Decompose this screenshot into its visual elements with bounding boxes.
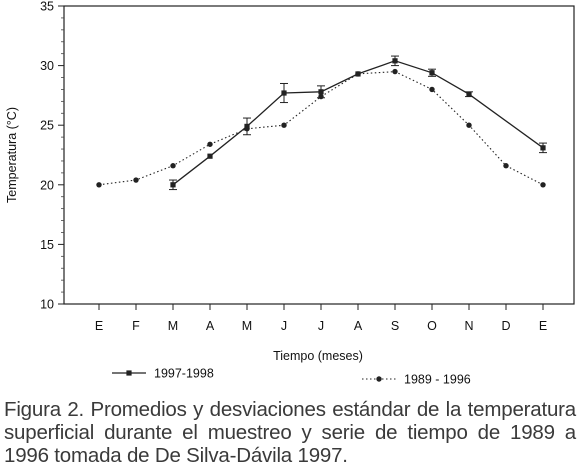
plot-frame	[63, 5, 575, 305]
x-tick-label: M	[242, 319, 252, 333]
data-point	[429, 70, 435, 76]
data-point	[355, 71, 361, 77]
x-tick-label: S	[391, 319, 399, 333]
x-tick-label: J	[318, 319, 324, 333]
data-point	[281, 90, 287, 96]
data-point	[540, 145, 546, 151]
data-point	[392, 68, 398, 75]
y-tick-label: 15	[40, 238, 54, 252]
data-point	[540, 182, 546, 188]
data-point	[170, 163, 176, 169]
x-tick-label: D	[501, 319, 510, 333]
series-lines	[98, 60, 544, 186]
data-point	[466, 122, 472, 128]
y-tick-label: 20	[40, 178, 54, 192]
x-tick-label: E	[539, 319, 547, 333]
x-axis-label: Tiempo (meses)	[273, 349, 363, 363]
y-tick-label: 35	[40, 0, 54, 14]
y-axis-label: Temperatura (°C)	[5, 107, 19, 203]
data-point	[207, 141, 213, 147]
data-point	[133, 177, 139, 183]
data-point	[429, 86, 435, 93]
x-tick-label: J	[281, 319, 287, 333]
legend-marker	[376, 376, 382, 382]
x-tick-label: N	[464, 319, 473, 333]
series-line	[172, 60, 544, 186]
x-tick-label: O	[427, 319, 437, 333]
chart-ticks: 10 15 20 25 30 35 E F M A M J J A S O N D E	[40, 0, 547, 333]
x-tick-label: M	[168, 319, 178, 333]
data-point	[503, 163, 509, 169]
y-tick-label: 10	[40, 298, 54, 312]
chart-axes	[63, 5, 575, 305]
x-tick-label: F	[132, 319, 140, 333]
x-tick-label: A	[354, 319, 363, 333]
figure-caption: Figura 2. Promedios y desviaciones están…	[4, 398, 576, 467]
x-tick-label: A	[206, 319, 215, 333]
data-point	[170, 182, 176, 188]
data-point	[207, 153, 213, 159]
data-point	[96, 182, 102, 188]
x-tick-label: E	[95, 319, 103, 333]
data-point	[318, 89, 324, 95]
legend-marker	[126, 370, 132, 376]
data-point	[281, 122, 287, 128]
data-point	[244, 126, 250, 132]
y-tick-label: 25	[40, 119, 54, 133]
chart-legend: 1997-1998 1989 - 1996	[112, 367, 471, 387]
temperature-chart: 10 15 20 25 30 35 E F M A M J J A S O N D E Temperatura (°…	[5, 0, 575, 387]
series-markers	[96, 58, 546, 188]
data-point	[318, 93, 324, 100]
y-tick-label: 30	[40, 59, 54, 73]
data-point	[466, 91, 472, 97]
legend-label: 1989 - 1996	[404, 373, 471, 387]
legend-label: 1997-1998	[154, 367, 214, 381]
data-point	[392, 58, 398, 64]
